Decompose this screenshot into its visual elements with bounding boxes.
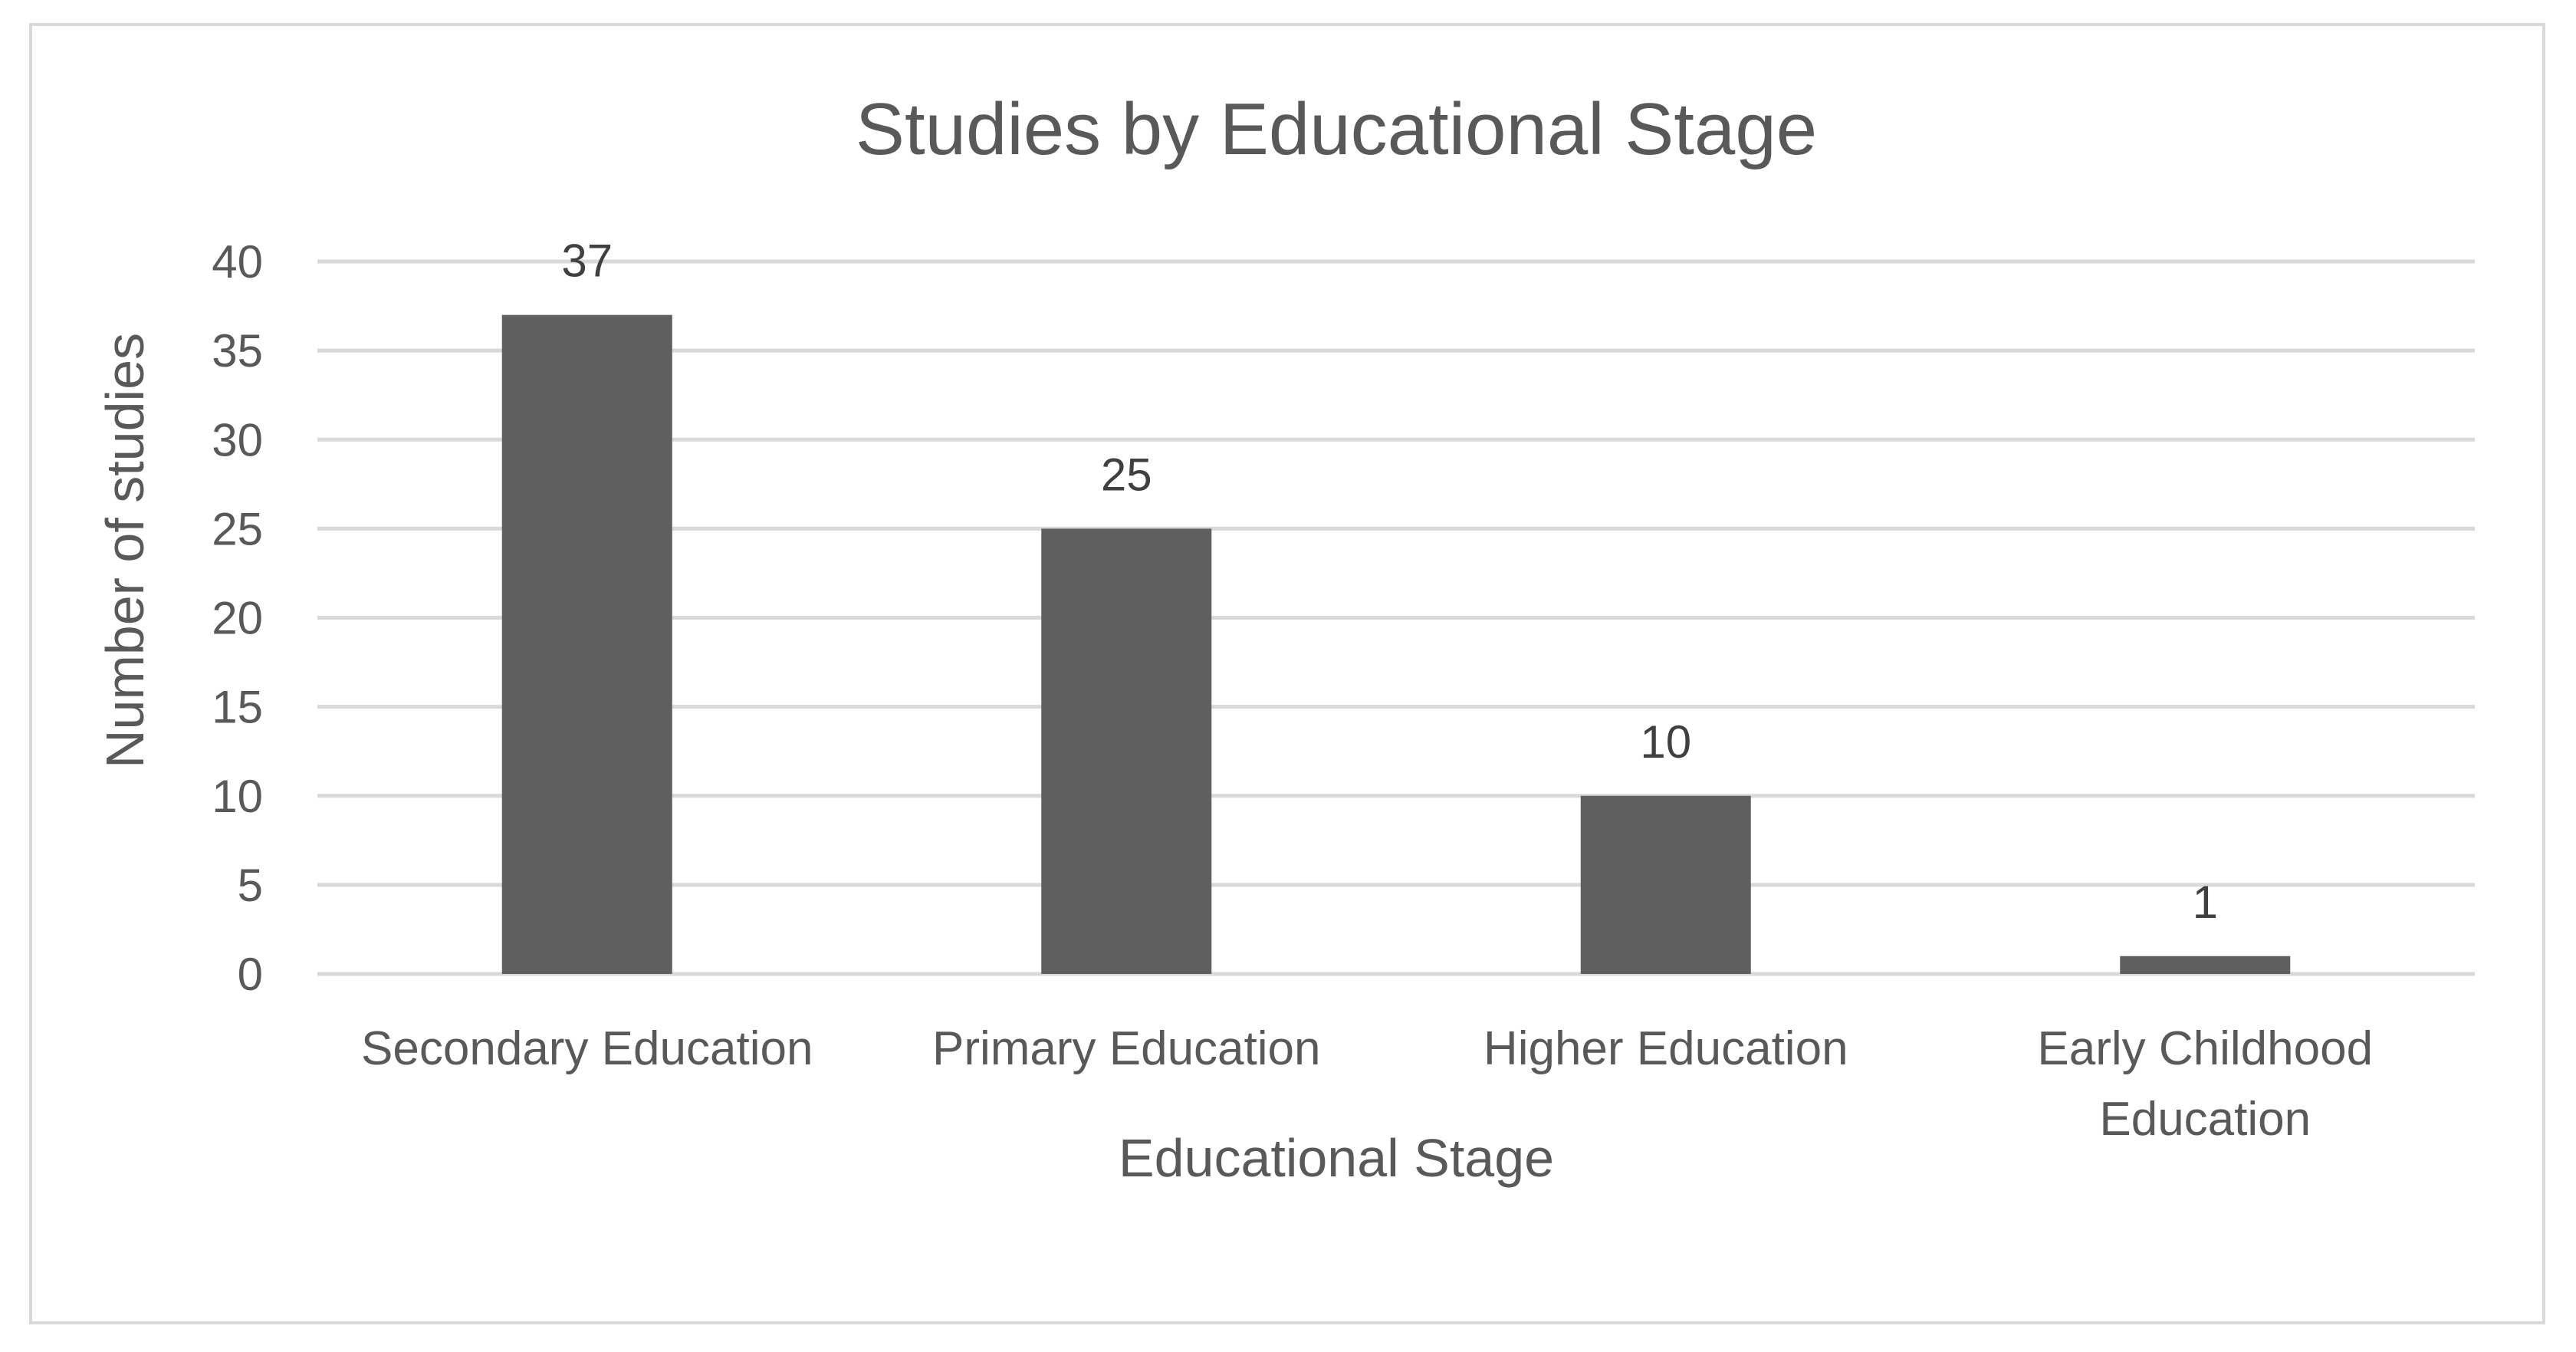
data-label: 37 [561, 235, 613, 287]
x-tick-label: Education [2099, 1093, 2311, 1146]
data-label: 25 [1101, 449, 1152, 500]
y-tick-label: 35 [212, 325, 263, 377]
y-tick-label: 40 [212, 236, 263, 288]
data-labels: 37 25 10 1 [561, 235, 2218, 928]
y-tick-label: 0 [238, 949, 263, 1000]
bar [2120, 956, 2291, 974]
y-tick-label: 5 [238, 860, 263, 911]
chart-title: Studies by Educational Stage [856, 88, 1817, 170]
y-tick-label: 20 [212, 593, 263, 644]
x-axis-category-labels: Secondary Education Primary Education High… [361, 1022, 2373, 1146]
y-tick-label: 30 [212, 414, 263, 465]
bar [501, 314, 672, 974]
x-tick-label: Early Childhood [2037, 1022, 2373, 1075]
x-tick-label: Higher Education [1484, 1022, 1848, 1075]
gridlines [317, 259, 2475, 976]
bar [1580, 795, 1751, 974]
y-tick-label: 25 [212, 503, 263, 554]
data-label: 10 [1640, 716, 1691, 768]
x-tick-label: Secondary Education [361, 1022, 813, 1075]
y-tick-label: 10 [212, 771, 263, 822]
bars [501, 314, 2291, 974]
chart-frame [29, 23, 2545, 1324]
x-tick-label: Primary Education [932, 1022, 1321, 1075]
data-label: 1 [2193, 877, 2218, 928]
x-axis-title: Educational Stage [1119, 1128, 1554, 1188]
y-axis-tick-labels: 0 5 10 15 20 25 30 35 40 [212, 236, 263, 1000]
y-axis-title: Number of studies [95, 333, 155, 768]
y-tick-label: 15 [212, 682, 263, 733]
bar [1041, 528, 1212, 974]
